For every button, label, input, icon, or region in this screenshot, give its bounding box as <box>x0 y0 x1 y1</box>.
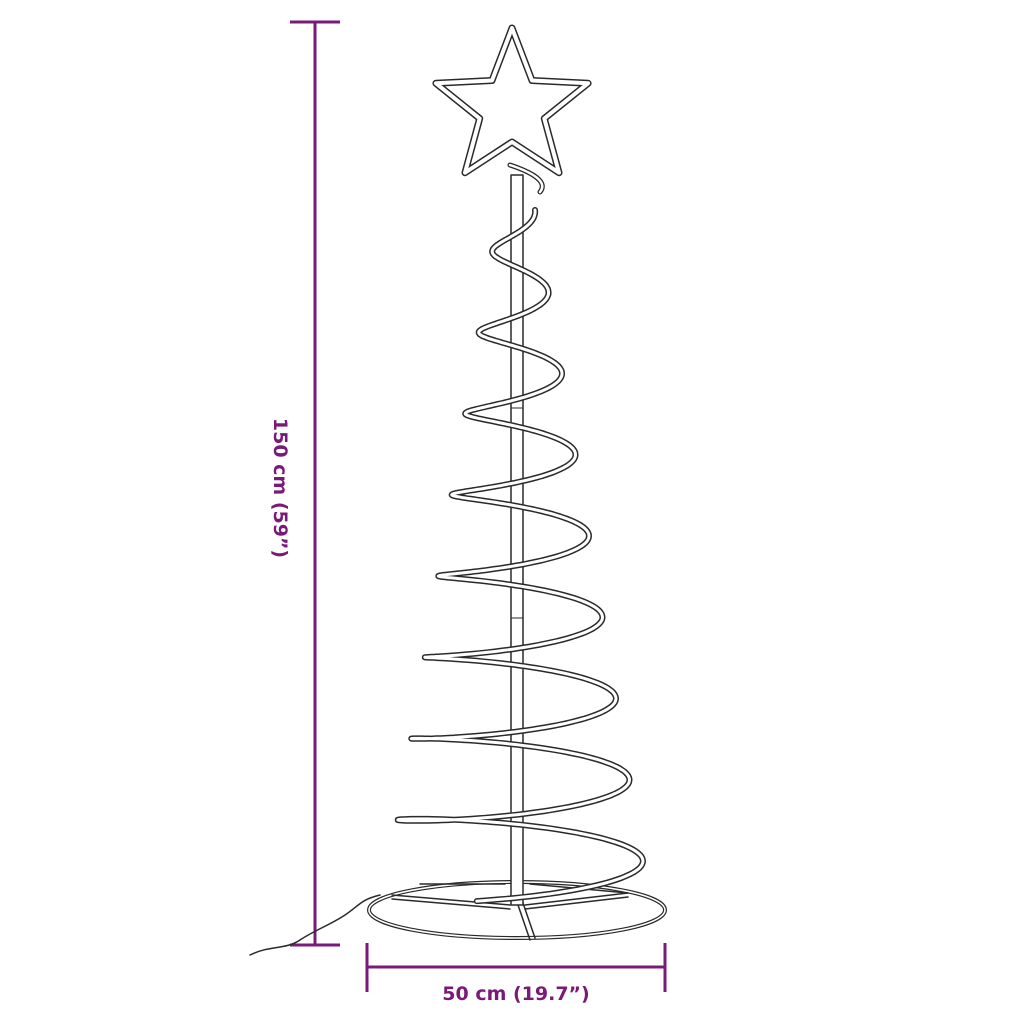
center-pole <box>510 174 524 906</box>
width-label: 50 cm (19.7”) <box>442 983 590 1005</box>
star-topper-icon <box>432 24 592 177</box>
base-legs <box>391 883 629 941</box>
spiral-tube-stroke <box>396 208 645 903</box>
spiral-light-tube-icon <box>394 207 646 905</box>
power-cable-icon <box>249 894 381 956</box>
height-label: 150 cm (59”) <box>269 417 291 559</box>
